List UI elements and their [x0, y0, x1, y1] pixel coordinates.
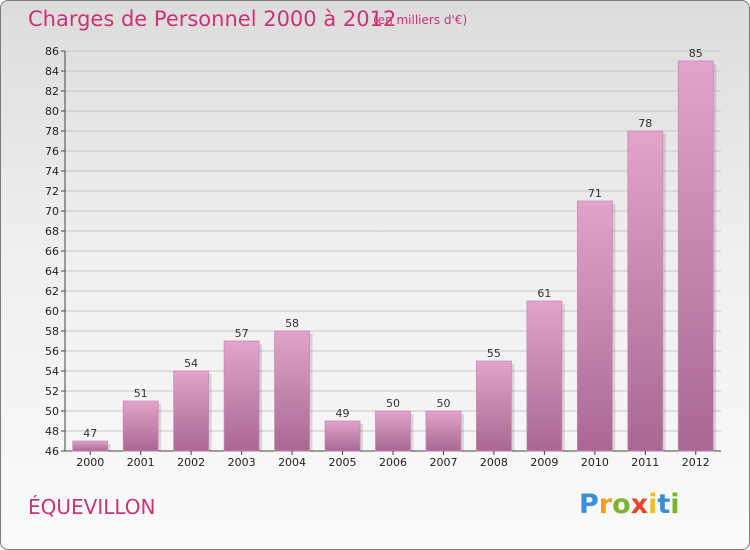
y-tick-label: 52 [45, 385, 59, 398]
value-label: 50 [436, 397, 450, 410]
y-tick-label: 46 [45, 445, 59, 458]
y-tick-labels: 46 48 50 52 54 56 58 60 62 64 66 68 70 72 74 76 78 80 82 84… [45, 45, 59, 458]
value-label: 78 [638, 117, 652, 130]
y-tick-label: 56 [45, 345, 59, 358]
bar [122, 400, 159, 452]
value-label: 54 [184, 357, 198, 370]
logo-letter: t [657, 489, 671, 520]
bar [223, 340, 260, 452]
chart-title: Charges de Personnel 2000 à 2012 [28, 7, 397, 31]
bar [72, 440, 109, 452]
y-tick-label: 68 [45, 225, 59, 238]
y-tick-label: 86 [45, 45, 59, 58]
bar [375, 410, 411, 452]
value-label: 55 [487, 347, 501, 360]
y-tick-label: 74 [45, 165, 59, 178]
y-tick-label: 48 [45, 425, 59, 438]
grid-lines [61, 50, 721, 452]
value-label: 58 [285, 317, 299, 330]
bar [627, 130, 664, 452]
bar [173, 370, 210, 452]
bar [324, 420, 361, 452]
y-tick-label: 66 [45, 245, 59, 258]
x-tick-label: 2000 [76, 456, 104, 469]
x-tick-label: 2003 [228, 456, 256, 469]
x-tick-label: 2002 [177, 456, 205, 469]
y-tick-label: 70 [45, 205, 59, 218]
x-tick-label: 2010 [581, 456, 609, 469]
x-tick-label: 2006 [379, 456, 407, 469]
value-label: 57 [235, 327, 249, 340]
commune-name: ÉQUEVILLON [28, 495, 156, 519]
value-label: 49 [336, 407, 350, 420]
x-tick-label: 2008 [480, 456, 508, 469]
value-label: 50 [386, 397, 400, 410]
value-label: 51 [134, 387, 148, 400]
logo-letter: r [598, 489, 613, 520]
value-label: 85 [689, 47, 703, 60]
logo-letter: i [648, 489, 658, 520]
logo-letter: P [579, 489, 599, 520]
x-tick-label: 2012 [682, 456, 710, 469]
y-tick-label: 62 [45, 285, 59, 298]
logo-letter: i [670, 489, 680, 520]
chart-subtitle: (en milliers d'€) [373, 13, 468, 27]
y-tick-label: 58 [45, 325, 59, 338]
bars [72, 60, 717, 452]
bar [274, 330, 310, 452]
x-tick-label: 2001 [127, 456, 155, 469]
proxiti-logo: Proxiti [579, 489, 680, 520]
x-tick-label: 2009 [530, 456, 558, 469]
bar [576, 200, 613, 452]
x-tick-label: 2011 [631, 456, 659, 469]
bar [526, 300, 563, 452]
logo-letter: x [630, 489, 649, 520]
y-tick-label: 72 [45, 185, 59, 198]
value-labels: 47 51 54 57 58 49 50 50 55 61 71 78 85 [83, 47, 703, 440]
x-tick-label: 2007 [429, 456, 457, 469]
y-tick-label: 50 [45, 405, 59, 418]
logo-letter: o [612, 489, 631, 520]
value-label: 47 [83, 427, 97, 440]
x-tick-labels: 2000 2001 2002 2003 2004 2005 2006 2007 2008 2009… [76, 451, 710, 469]
value-label: 71 [588, 187, 602, 200]
x-tick-label: 2004 [278, 456, 306, 469]
y-tick-label: 84 [45, 65, 59, 78]
x-tick-label: 2005 [329, 456, 357, 469]
y-tick-label: 80 [45, 105, 59, 118]
y-tick-label: 78 [45, 125, 59, 138]
bar [425, 410, 462, 452]
value-label: 61 [537, 287, 551, 300]
y-tick-label: 60 [45, 305, 59, 318]
y-tick-label: 54 [45, 365, 59, 378]
y-tick-label: 82 [45, 85, 59, 98]
y-tick-label: 64 [45, 265, 59, 278]
bar [476, 360, 512, 452]
bar [677, 60, 714, 452]
y-tick-label: 76 [45, 145, 59, 158]
